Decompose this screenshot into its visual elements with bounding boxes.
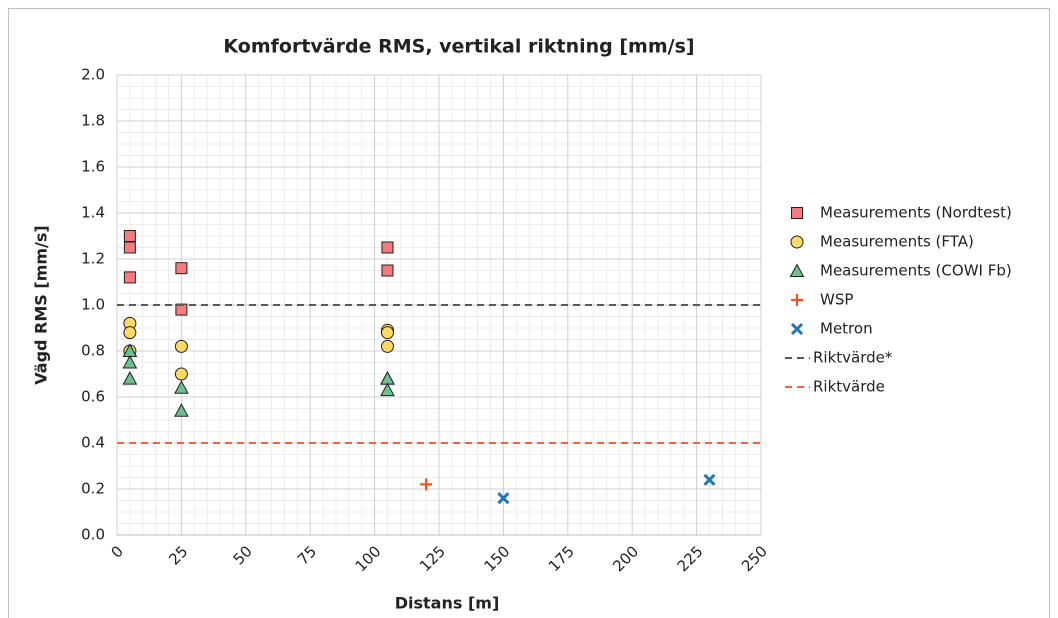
marker bbox=[174, 403, 189, 417]
y-tick-label: 0.8 bbox=[81, 342, 105, 360]
y-tick-label: 1.8 bbox=[81, 112, 105, 130]
y-tick-label: 0.4 bbox=[81, 434, 105, 452]
legend-label: Measurements (Nordtest) bbox=[820, 204, 1012, 222]
marker bbox=[420, 478, 433, 491]
y-tick-label: 1.4 bbox=[81, 204, 105, 222]
marker bbox=[703, 473, 716, 486]
legend-label: WSP bbox=[820, 291, 853, 309]
legend-label: Riktvärde bbox=[813, 378, 885, 396]
marker bbox=[123, 230, 136, 242]
y-tick-label: 1.0 bbox=[81, 296, 105, 314]
marker bbox=[123, 271, 136, 284]
marker bbox=[381, 241, 394, 254]
legend-label: Riktvärde* bbox=[813, 349, 893, 367]
legend-swatch bbox=[790, 322, 804, 336]
chart-title: Komfortvärde RMS, vertikal riktning [mm/… bbox=[223, 36, 694, 58]
y-axis-title: Vägd RMS [mm/s] bbox=[32, 225, 51, 384]
y-tick-label: 1.2 bbox=[81, 250, 105, 268]
y-tick-label: 0.2 bbox=[81, 480, 105, 498]
marker bbox=[174, 339, 188, 353]
legend-label: Measurements (COWI Fb) bbox=[820, 262, 1012, 280]
legend-label: Metron bbox=[820, 320, 873, 338]
marker bbox=[497, 492, 510, 505]
marker bbox=[123, 241, 136, 254]
marker bbox=[380, 326, 394, 340]
legend-label: Measurements (FTA) bbox=[820, 233, 974, 251]
marker bbox=[380, 339, 394, 353]
marker bbox=[122, 371, 138, 385]
legend-swatch bbox=[791, 207, 803, 219]
legend-swatch bbox=[789, 263, 805, 277]
marker bbox=[174, 380, 189, 394]
marker bbox=[123, 326, 137, 340]
y-tick-label: 2.0 bbox=[81, 66, 105, 84]
y-tick-label: 0.0 bbox=[81, 526, 105, 544]
marker bbox=[381, 264, 394, 277]
legend-swatch bbox=[790, 235, 804, 249]
marker bbox=[174, 367, 188, 381]
y-tick-label: 1.6 bbox=[81, 158, 105, 176]
marker bbox=[175, 262, 188, 275]
marker bbox=[122, 354, 138, 369]
x-axis-title: Distans [m] bbox=[395, 594, 500, 613]
legend-swatch bbox=[791, 294, 803, 306]
marker bbox=[380, 382, 395, 397]
y-tick-label: 0.6 bbox=[81, 388, 105, 406]
